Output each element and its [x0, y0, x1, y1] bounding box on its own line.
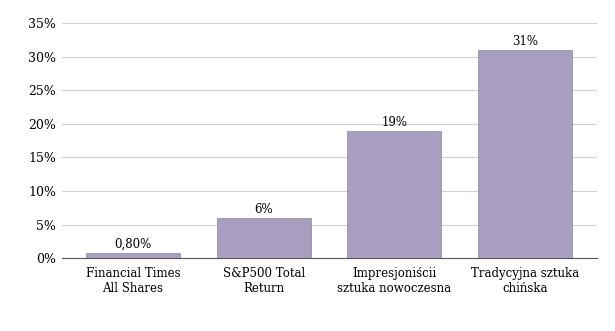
- Text: 0,80%: 0,80%: [114, 238, 151, 251]
- Text: 19%: 19%: [381, 116, 407, 128]
- Bar: [347, 131, 442, 258]
- Bar: [478, 50, 572, 258]
- Bar: [86, 253, 180, 258]
- Text: 31%: 31%: [512, 35, 538, 48]
- Text: 6%: 6%: [255, 203, 273, 216]
- Bar: [216, 218, 311, 258]
